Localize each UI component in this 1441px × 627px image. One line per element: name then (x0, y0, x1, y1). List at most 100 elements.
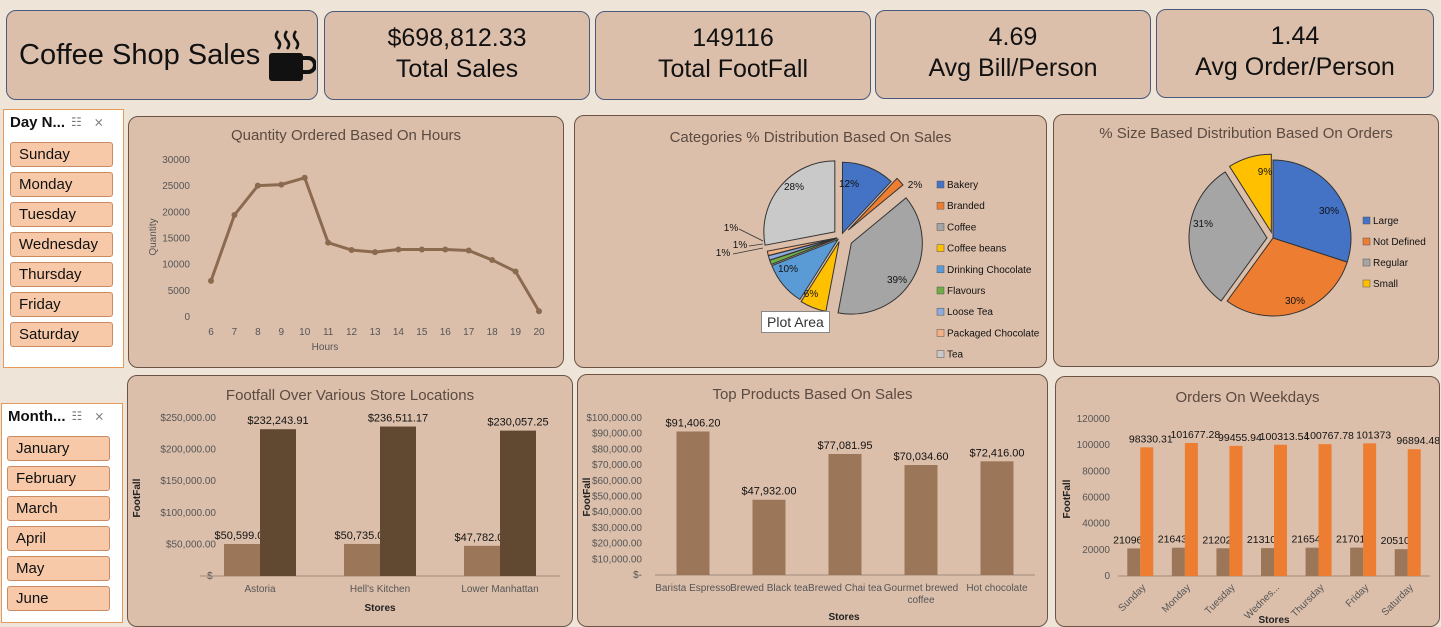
x-tick-label: 14 (393, 327, 405, 338)
bar (380, 426, 416, 576)
data-point (301, 174, 308, 181)
hours-chart-panel[interactable]: Quantity Ordered Based On Hours 0 5000 100… (128, 116, 564, 368)
data-point (536, 308, 542, 315)
data-label: $50,735.00 (334, 530, 389, 542)
x-tick-label: 10 (299, 327, 311, 338)
multi-select-icon[interactable]: ☷ (71, 409, 89, 423)
y-tick-label: $90,000.00 (592, 429, 642, 440)
data-label: 20510 (1381, 535, 1410, 547)
legend-label: Tea (947, 350, 964, 361)
kpi-total-sales: $698,812.33 Total Sales (324, 11, 590, 100)
slice-label: 12% (839, 179, 859, 190)
y-tick-label: 40000 (1082, 519, 1110, 530)
quantity-line (209, 175, 541, 313)
x-tick-label: Hot chocolate (966, 583, 1028, 594)
data-point (254, 182, 261, 189)
data-label: 100767.78 (1304, 430, 1354, 442)
legend-label: Not Defined (1373, 237, 1426, 248)
data-label: 21310 (1247, 534, 1276, 546)
kpi-value: 1.44 (1270, 22, 1320, 50)
clear-filter-icon[interactable]: ⨯ (94, 409, 111, 423)
x-axis-title: Stores (828, 612, 860, 623)
categories-pie-chart[interactable]: 12% 2%39%6%10%1%1%1%28% BakeryBrandedCoffe… (575, 116, 1047, 368)
bar (752, 499, 786, 575)
slicer-item-march[interactable]: March (7, 496, 110, 521)
slicer-title: Month... (8, 407, 66, 425)
slicer-item-february[interactable]: February (7, 466, 110, 491)
y-tick-label: $50,000.00 (592, 492, 642, 503)
data-label: 96894.48 (1396, 435, 1440, 447)
multi-select-icon[interactable]: ☷ (71, 115, 88, 129)
category-slice (763, 160, 836, 246)
slice-label: 39% (887, 275, 907, 286)
size-slice (1226, 237, 1348, 317)
y-tick-label: $50,000.00 (166, 539, 216, 550)
kpi-label: Avg Order/Person (1195, 53, 1395, 81)
data-label: 21643 (1158, 534, 1187, 546)
plot-area-tooltip: Plot Area (761, 311, 830, 333)
kpi-value: 4.69 (988, 23, 1038, 51)
products-bar-chart[interactable]: $- $10,000.00 $20,000.00 $30,000.00 $40,000.… (578, 375, 1048, 627)
legend-swatch (936, 350, 945, 358)
slicer-item-january[interactable]: January (7, 436, 110, 461)
y-tick-label: $30,000.00 (592, 523, 642, 534)
slicer-item-wednesday[interactable]: Wednesday (10, 232, 113, 257)
slicer-item-monday[interactable]: Monday (10, 172, 113, 197)
dashboard-title: Coffee Shop Sales (19, 38, 261, 71)
slicer-item-may[interactable]: May (7, 556, 110, 581)
y-tick-label: 15000 (162, 234, 190, 245)
data-label: $47,782.00 (454, 532, 509, 544)
y-tick-label: 60000 (1082, 493, 1110, 504)
sizes-pie-chart[interactable]: 30% 30% 31% 9% Large Not Defined Regular Small (1054, 115, 1439, 367)
y-tick-label: 30000 (162, 155, 190, 166)
slicer-item-thursday[interactable]: Thursday (10, 262, 113, 287)
data-label: 101677.28 (1171, 429, 1221, 441)
kpi-value: $698,812.33 (387, 24, 527, 52)
x-tick-label: Saturday (1380, 582, 1416, 618)
legend-label: Flavours (947, 286, 985, 297)
kpi-label: Total FootFall (657, 55, 809, 83)
slicer-item-april[interactable]: April (7, 526, 110, 551)
legend-label: Large (1373, 216, 1399, 227)
y-axis-title: FootFall (582, 477, 593, 516)
slicer-item-friday[interactable]: Friday (10, 292, 113, 317)
kpi-avg-bill: 4.69 Avg Bill/Person (875, 10, 1151, 99)
data-point (442, 246, 449, 253)
x-tick-label: Sunday (1117, 582, 1149, 614)
weekdays-bar-chart[interactable]: 0 20000 40000 60000 80000 100000 120000 21096 98… (1056, 377, 1440, 627)
bar (1127, 548, 1141, 576)
slicer-header: Month... ☷ ⨯ (2, 404, 122, 428)
data-point (489, 256, 496, 263)
y-tick-label: $100,000.00 (586, 413, 642, 424)
legend-swatch (1362, 237, 1371, 246)
y-tick-label: $40,000.00 (592, 507, 642, 518)
stores-chart-panel[interactable]: Footfall Over Various Store Locations $-… (127, 375, 573, 627)
x-tick-label: 17 (463, 327, 475, 338)
bar (1363, 443, 1377, 576)
y-tick-label: 20000 (162, 207, 190, 218)
chart-title: Categories % Distribution Based On Sales (669, 129, 952, 146)
weekdays-chart-panel[interactable]: Orders On Weekdays 0 20000 40000 60000 80000… (1055, 376, 1440, 627)
x-tick-label: 6 (208, 327, 214, 338)
category-slice (847, 177, 904, 231)
clear-filter-icon[interactable]: ⨯ (93, 115, 110, 129)
month-slicer[interactable]: Month... ☷ ⨯ January February March Apri… (1, 403, 123, 623)
categories-chart-panel[interactable]: Categories % Distribution Based On Sales… (574, 115, 1047, 368)
sizes-chart-panel[interactable]: % Size Based Distribution Based On Order… (1053, 114, 1439, 367)
bar (1261, 548, 1274, 576)
slicer-item-sunday[interactable]: Sunday (10, 142, 113, 167)
slicer-item-tuesday[interactable]: Tuesday (10, 202, 113, 227)
slice-label: 2% (908, 180, 923, 191)
kpi-label: Total Sales (395, 55, 519, 83)
slicer-item-june[interactable]: June (7, 586, 110, 611)
chart-title: Orders On Weekdays (1175, 389, 1320, 406)
slicer-item-saturday[interactable]: Saturday (10, 322, 113, 347)
stores-bar-chart[interactable]: $-$50,000.00$100,000.00$150,000.00$200,0… (128, 376, 573, 627)
hours-line-chart[interactable]: 0 5000 10000 15000 20000 25000 30000 6 7 8 9 10 11 12… (129, 117, 564, 368)
products-chart-panel[interactable]: Top Products Based On Sales $- $10,000.00… (577, 374, 1048, 627)
day-slicer[interactable]: Day N... ☷ ⨯ Sunday Monday Tuesday Wedne… (3, 109, 124, 368)
x-tick-label: 12 (346, 327, 358, 338)
bar (1318, 444, 1332, 576)
bar (828, 453, 862, 575)
legend-label: Coffee beans (947, 244, 1006, 255)
